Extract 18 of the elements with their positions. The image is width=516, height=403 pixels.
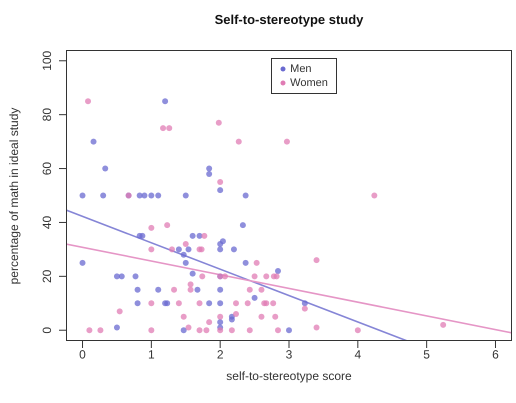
y-tick-label: 20 <box>40 269 54 284</box>
x-tick-label: 2 <box>216 348 224 362</box>
x-tick-label: 4 <box>354 348 362 362</box>
chart-title: Self-to-stereotype study <box>214 12 364 27</box>
x-tick-label: 5 <box>423 348 430 362</box>
x-tick-label: 3 <box>286 348 293 362</box>
y-tick-label: 80 <box>40 108 54 122</box>
y-tick-label: 60 <box>40 162 54 176</box>
legend-label: Women <box>290 76 328 90</box>
x-tick-label: 6 <box>492 348 500 362</box>
y-axis-title: percentage of math in ideal study <box>7 107 21 284</box>
x-tick-label: 0 <box>79 348 86 362</box>
x-tick-label: 1 <box>148 348 155 362</box>
x-axis-title: self-to-stereotype score <box>225 369 353 383</box>
y-tick-label: 40 <box>40 215 54 230</box>
y-tick-label: 0 <box>40 326 54 334</box>
y-tick-label: 100 <box>40 50 54 71</box>
legend-label: Men <box>290 62 312 76</box>
